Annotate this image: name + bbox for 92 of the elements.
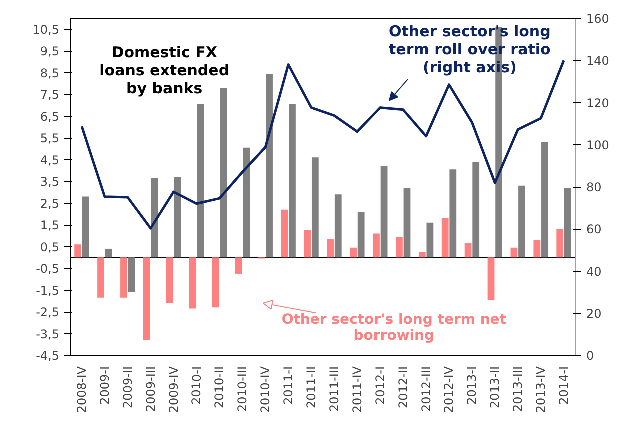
y2-tick-label: 140 <box>586 54 610 68</box>
series-label: Domestic FX loans extended by banks <box>100 44 230 98</box>
y-tick-label: 8,5 <box>40 66 60 80</box>
bar <box>82 196 90 258</box>
bar <box>289 104 296 258</box>
bar <box>464 244 472 258</box>
x-tick-label: 2014-I <box>557 366 572 405</box>
bar <box>380 166 388 258</box>
bar <box>556 229 564 258</box>
bar <box>120 258 128 298</box>
bar <box>426 222 434 258</box>
x-tick-label: 2008-IV <box>74 366 89 414</box>
bar <box>450 170 457 258</box>
bar <box>488 258 495 300</box>
x-tick-label: 2011-I <box>282 366 296 405</box>
x-tick-label: 2011-II <box>304 366 319 408</box>
bar <box>327 239 334 258</box>
bar <box>564 188 572 258</box>
bar <box>212 258 220 308</box>
bar <box>358 212 365 258</box>
bar <box>143 258 150 340</box>
bar <box>350 248 357 258</box>
x-tick-label: 2009-IV <box>166 366 181 414</box>
y2-tick-label: 20 <box>586 306 602 321</box>
legend-label: Other sector's long term net borrowing <box>282 312 507 344</box>
x-tick-label: 2009-I <box>98 366 112 405</box>
bar <box>373 234 380 258</box>
x-tick-label: 2013-IV <box>534 366 548 414</box>
bar <box>534 240 541 258</box>
bar <box>197 104 204 258</box>
bar <box>312 158 319 258</box>
bar <box>174 177 182 258</box>
bar <box>472 162 480 258</box>
y-tick-label: -3,5 <box>36 327 60 342</box>
y-tick-label: 3,5 <box>40 175 60 190</box>
y2-tick-label: 80 <box>586 180 602 194</box>
x-tick-label: 2011-IV <box>350 366 364 414</box>
x-tick-label: 2009-II <box>120 366 135 408</box>
x-tick-label: 2012-I <box>373 366 388 405</box>
x-tick-label: 2012-II <box>396 366 410 408</box>
x-tick-label: 2010-III <box>236 366 250 412</box>
x-tick-label: 2012-IV <box>442 366 456 414</box>
y-tick-label: 4,5 <box>40 153 60 168</box>
y-tick-label: -0,5 <box>36 262 60 276</box>
line-series <box>80 59 566 230</box>
y-tick-label: -1,5 <box>36 284 60 298</box>
x-tick-label: 2013-II <box>488 366 502 408</box>
x-tick-label: 2013-I <box>465 366 480 405</box>
x-tick-label: 2009-III <box>144 366 158 412</box>
y-tick-label: 10,5 <box>32 22 60 37</box>
bar <box>334 194 342 258</box>
bar <box>418 252 426 258</box>
bar <box>243 148 250 258</box>
x-tick-label: 2012-III <box>419 366 434 412</box>
y2-tick-label: 40 <box>586 264 602 279</box>
bar <box>166 258 174 304</box>
y-tick-label: 6,5 <box>40 110 60 124</box>
bar <box>235 258 242 274</box>
bar <box>281 210 288 258</box>
bar <box>128 258 136 292</box>
y-tick-label: 1,5 <box>40 218 60 233</box>
y-tick-label: 0,5 <box>40 240 60 254</box>
y2-tick-label: 60 <box>586 222 602 237</box>
bar <box>266 74 273 258</box>
bar <box>220 88 228 258</box>
bar <box>105 248 112 258</box>
bar <box>542 142 548 258</box>
y-tick-label: 5,5 <box>40 132 60 146</box>
bar <box>404 188 411 258</box>
bar <box>98 258 104 298</box>
bar <box>510 248 518 258</box>
y-tick-label: 9,5 <box>40 44 60 59</box>
series-label: Other sector's long term roll over ratio (right axis) <box>388 22 551 77</box>
y-tick-label: 2,5 <box>40 196 60 211</box>
y2-tick-label: 120 <box>586 96 610 110</box>
y2-tick-label: 160 <box>586 12 610 26</box>
y2-tick-label: 0 <box>586 349 594 363</box>
x-tick-label: 2013-III <box>511 366 526 412</box>
bar <box>396 237 403 258</box>
y-tick-label: -4,5 <box>36 349 60 363</box>
x-tick-label: 2010-I <box>190 366 204 405</box>
y-tick-label: 7,5 <box>40 88 60 102</box>
bar <box>304 230 312 258</box>
x-tick-label: 2010-IV <box>258 366 273 414</box>
bar <box>518 186 526 258</box>
y-tick-label: -2,5 <box>36 306 60 320</box>
bar <box>74 244 82 258</box>
bar <box>442 218 449 258</box>
x-tick-label: 2011-III <box>327 366 342 412</box>
x-tick-label: 2010-II <box>212 366 227 408</box>
y2-tick-label: 100 <box>586 138 610 152</box>
bar <box>189 258 196 309</box>
